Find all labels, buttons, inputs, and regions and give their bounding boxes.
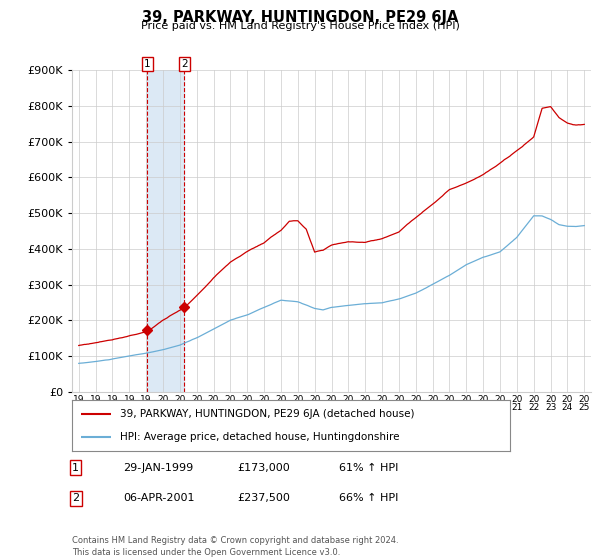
Text: 1: 1 [144, 59, 151, 69]
Text: £237,500: £237,500 [237, 493, 290, 503]
Bar [148, 70, 184, 392]
Text: 2: 2 [181, 59, 188, 69]
Text: 39, PARKWAY, HUNTINGDON, PE29 6JA (detached house): 39, PARKWAY, HUNTINGDON, PE29 6JA (detac… [120, 409, 415, 419]
Text: £173,000: £173,000 [237, 463, 290, 473]
Text: 66% ↑ HPI: 66% ↑ HPI [339, 493, 398, 503]
Text: 1: 1 [72, 463, 79, 473]
Text: 39, PARKWAY, HUNTINGDON, PE29 6JA: 39, PARKWAY, HUNTINGDON, PE29 6JA [142, 10, 458, 25]
Text: 61% ↑ HPI: 61% ↑ HPI [339, 463, 398, 473]
Text: 06-APR-2001: 06-APR-2001 [123, 493, 194, 503]
Text: 2: 2 [72, 493, 79, 503]
Text: 29-JAN-1999: 29-JAN-1999 [123, 463, 193, 473]
Text: Price paid vs. HM Land Registry's House Price Index (HPI): Price paid vs. HM Land Registry's House … [140, 21, 460, 31]
Text: HPI: Average price, detached house, Huntingdonshire: HPI: Average price, detached house, Hunt… [120, 432, 400, 442]
Text: Contains HM Land Registry data © Crown copyright and database right 2024.
This d: Contains HM Land Registry data © Crown c… [72, 536, 398, 557]
